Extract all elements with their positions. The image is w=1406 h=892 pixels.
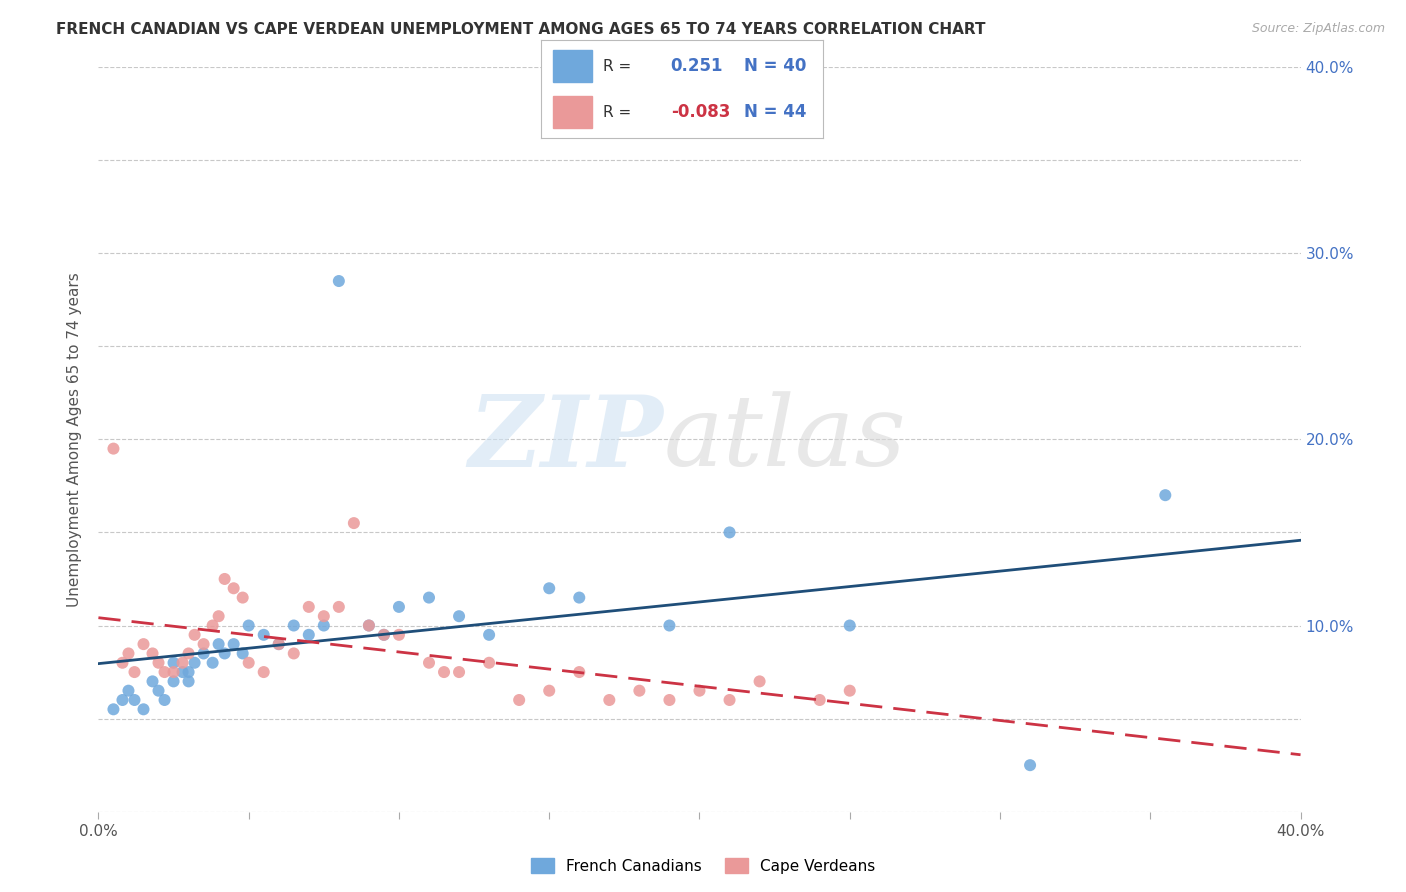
Point (312, 618, 335, 632)
Point (267, 637, 290, 651)
Point (283, 647, 305, 661)
Point (183, 628, 205, 642)
Point (162, 665, 184, 679)
Point (1019, 758, 1042, 772)
Point (103, 702, 125, 716)
Point (111, 693, 134, 707)
Point (628, 683, 651, 698)
Point (183, 656, 205, 670)
Point (298, 599, 321, 614)
Point (267, 637, 290, 651)
Point (148, 656, 170, 670)
Point (388, 599, 411, 614)
Point (117, 647, 139, 661)
Y-axis label: Unemployment Among Ages 65 to 74 years: Unemployment Among Ages 65 to 74 years (67, 272, 83, 607)
Point (208, 637, 231, 651)
Point (201, 656, 224, 670)
Point (388, 628, 411, 642)
Point (253, 628, 276, 642)
Point (357, 618, 380, 632)
Point (162, 656, 184, 670)
Point (718, 525, 741, 540)
Point (132, 702, 155, 716)
Point (148, 683, 170, 698)
Legend: French Canadians, Cape Verdeans: French Canadians, Cape Verdeans (524, 852, 882, 880)
Point (141, 647, 163, 661)
Point (373, 628, 395, 642)
Point (838, 618, 860, 632)
Point (658, 618, 681, 632)
Point (343, 516, 366, 530)
Point (124, 693, 146, 707)
Point (238, 656, 260, 670)
Point (111, 656, 134, 670)
Point (103, 442, 125, 456)
Point (193, 637, 215, 651)
Text: R =: R = (603, 104, 631, 120)
Point (172, 665, 194, 679)
Point (478, 628, 501, 642)
Point (538, 582, 561, 596)
Bar (553, 96, 592, 128)
Point (238, 618, 260, 632)
Point (328, 274, 350, 288)
Text: FRENCH CANADIAN VS CAPE VERDEAN UNEMPLOYMENT AMONG AGES 65 TO 74 YEARS CORRELATI: FRENCH CANADIAN VS CAPE VERDEAN UNEMPLOY… (56, 22, 986, 37)
Point (658, 693, 681, 707)
Point (177, 674, 200, 689)
Point (153, 665, 176, 679)
Point (418, 656, 440, 670)
Point (689, 683, 711, 698)
Point (208, 609, 231, 624)
Point (718, 693, 741, 707)
Point (132, 637, 155, 651)
Point (222, 582, 245, 596)
Point (598, 693, 620, 707)
Text: R =: R = (603, 59, 631, 74)
Point (232, 647, 254, 661)
Point (568, 591, 591, 605)
Point (328, 599, 350, 614)
Point (312, 609, 335, 624)
Point (1154, 488, 1177, 502)
Point (447, 665, 470, 679)
Point (568, 665, 591, 679)
Point (418, 591, 440, 605)
Point (201, 618, 224, 632)
Text: Source: ZipAtlas.com: Source: ZipAtlas.com (1251, 22, 1385, 36)
Text: N = 44: N = 44 (744, 103, 806, 121)
Point (222, 637, 245, 651)
Text: -0.083: -0.083 (671, 103, 730, 121)
Point (478, 656, 501, 670)
Point (253, 665, 276, 679)
Point (214, 572, 236, 586)
Point (193, 647, 215, 661)
Point (124, 665, 146, 679)
Point (141, 674, 163, 689)
Point (162, 674, 184, 689)
Point (447, 609, 470, 624)
Point (508, 693, 530, 707)
Point (808, 693, 831, 707)
Point (153, 693, 176, 707)
Point (538, 683, 561, 698)
Text: 0.251: 0.251 (671, 57, 723, 75)
Bar (553, 50, 592, 82)
Point (838, 683, 860, 698)
Text: ZIP: ZIP (468, 391, 664, 488)
Point (357, 618, 380, 632)
Point (177, 647, 200, 661)
Point (298, 628, 321, 642)
Point (177, 665, 200, 679)
Point (283, 618, 305, 632)
Point (232, 591, 254, 605)
Text: atlas: atlas (664, 392, 907, 487)
Point (214, 647, 236, 661)
Text: N = 40: N = 40 (744, 57, 806, 75)
Point (117, 683, 139, 698)
Point (748, 674, 770, 689)
Point (172, 656, 194, 670)
Point (373, 628, 395, 642)
Point (433, 665, 456, 679)
